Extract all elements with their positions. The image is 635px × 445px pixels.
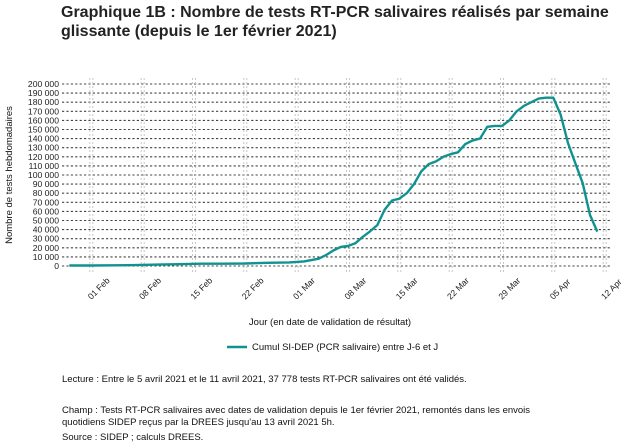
- y-tick-label: 170 000: [28, 106, 59, 116]
- y-tick-label: 30 000: [33, 234, 60, 244]
- x-tick-label: 08 Feb: [137, 275, 163, 301]
- y-tick-label: 40 000: [33, 225, 60, 235]
- y-tick-label: 50 000: [33, 216, 60, 226]
- y-tick-label: 70 000: [33, 197, 60, 207]
- x-axis-title: Jour (en date de validation de résultat): [249, 317, 411, 328]
- y-tick-label: 110 000: [29, 161, 60, 171]
- x-tick-label: 01 Mar: [291, 275, 317, 301]
- y-tick-label: 90 000: [33, 179, 60, 189]
- y-tick-label: 120 000: [28, 152, 59, 162]
- legend-label: Cumul SI-DEP (PCR salivaire) entre J-6 e…: [252, 342, 438, 353]
- y-tick-label: 0: [54, 261, 59, 271]
- y-tick-label: 180 000: [28, 97, 59, 107]
- x-tick-label: 01 Feb: [86, 275, 112, 301]
- x-tick-label: 05 Apr: [548, 277, 573, 302]
- x-tick-label: 15 Mar: [394, 275, 420, 301]
- y-tick-label: 100 000: [28, 170, 59, 180]
- x-tick-label: 22 Mar: [445, 275, 471, 301]
- series-line: [69, 96, 599, 267]
- y-tick-label: 150 000: [28, 125, 59, 135]
- x-tick-label: 29 Mar: [496, 275, 522, 301]
- x-tick-label: 08 Mar: [342, 275, 368, 301]
- scope-note-line-1: Champ : Tests RT-PCR salivaires avec dat…: [62, 405, 531, 416]
- y-axis-title: Nombre de tests hebdomadaires: [4, 106, 15, 244]
- y-tick-label: 60 000: [33, 206, 60, 216]
- y-tick-label: 190 000: [28, 88, 59, 98]
- y-tick-label: 200 000: [28, 79, 59, 89]
- chart-title: Graphique 1B : Nombre de tests RT-PCR sa…: [61, 4, 609, 40]
- y-tick-label: 80 000: [33, 188, 60, 198]
- source-note: Source : SIDEP ; calculs DREES.: [62, 432, 204, 443]
- scope-note-line-2: quotidiens SIDEP reçus par la DREES jusq…: [62, 417, 335, 428]
- x-tick-label: 22 Feb: [240, 275, 266, 301]
- y-tick-label: 20 000: [33, 243, 60, 253]
- x-tick-label: 15 Feb: [188, 275, 214, 301]
- x-tick-label: 12 Apr: [599, 277, 624, 302]
- y-tick-label: 10 000: [33, 252, 60, 262]
- y-tick-label: 130 000: [28, 143, 59, 153]
- reading-note: Lecture : Entre le 5 avril 2021 et le 11…: [62, 374, 467, 385]
- y-tick-label: 140 000: [28, 134, 59, 144]
- y-tick-label: 160 000: [28, 115, 59, 125]
